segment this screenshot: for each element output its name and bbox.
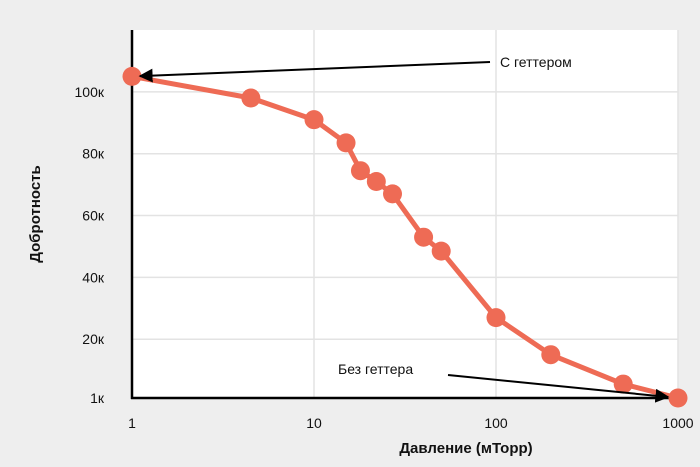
series [122, 66, 688, 408]
x-axis-title: Давление (мТорр) [399, 440, 532, 457]
data-point [383, 184, 403, 204]
annotation-label: Без геттера [338, 361, 413, 377]
y-tick-label: 1к [90, 390, 105, 406]
annotation-arrow [447, 374, 670, 403]
data-point [122, 66, 142, 86]
y-tick-label: 60к [82, 208, 105, 224]
x-tick-label: 1 [128, 415, 136, 431]
data-point [336, 133, 356, 153]
data-point [541, 345, 561, 365]
y-tick-label: 40к [82, 269, 105, 285]
data-point [486, 308, 506, 328]
annotations: С геттером Без геттера [138, 54, 670, 403]
axes [130, 30, 678, 400]
x-tick-label: 100 [484, 415, 508, 431]
labels: 1 10 100 1000 1к 20к 40к 60к 80к 100к [75, 84, 694, 431]
data-point [304, 110, 324, 130]
data-point [366, 172, 386, 192]
annotation-arrow [138, 61, 491, 83]
y-tick-label: 80к [82, 146, 105, 162]
data-point [241, 88, 261, 108]
y-axis-title: Добротность [27, 165, 44, 263]
x-tick-label: 1000 [662, 415, 693, 431]
data-point [613, 374, 633, 394]
data-point [414, 227, 434, 247]
y-tick-label: 20к [82, 331, 105, 347]
annotation-label: С геттером [500, 54, 572, 70]
data-point [431, 241, 451, 261]
x-tick-label: 10 [306, 415, 322, 431]
y-tick-label: 100к [75, 84, 105, 100]
data-point [668, 388, 688, 408]
data-point [350, 161, 370, 181]
grid [131, 30, 679, 399]
